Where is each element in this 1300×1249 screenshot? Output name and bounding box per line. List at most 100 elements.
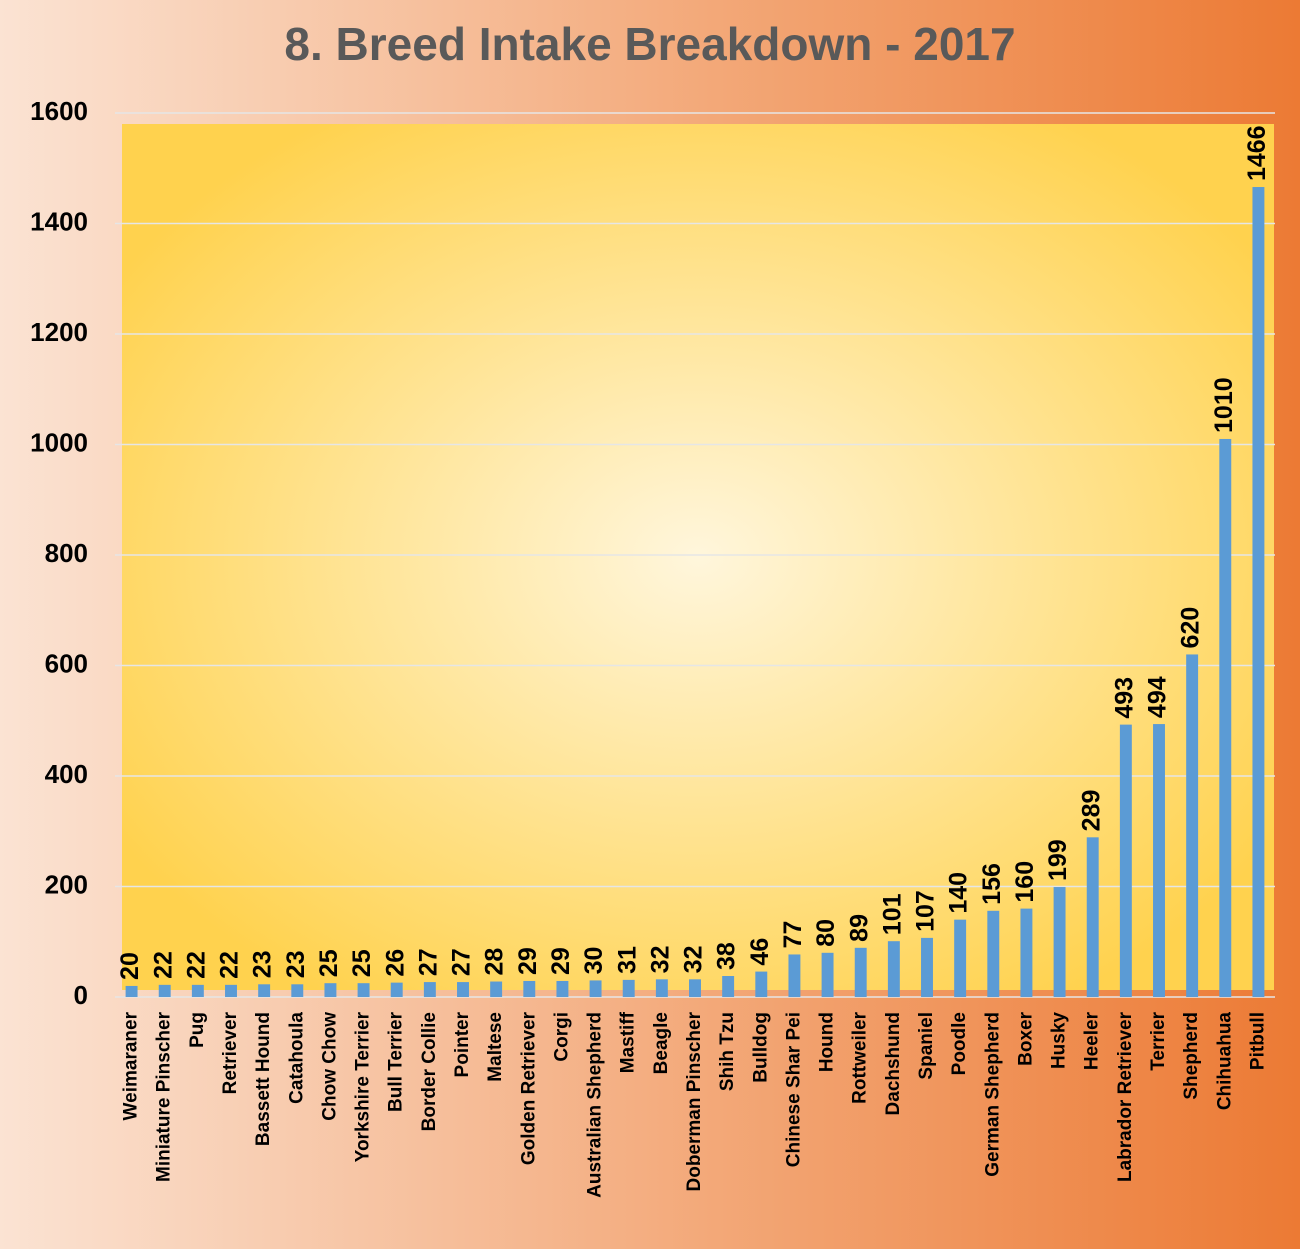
chart-title: 8. Breed Intake Breakdown - 2017 <box>284 18 1015 70</box>
y-tick-label: 600 <box>45 648 88 678</box>
bar <box>887 941 900 997</box>
bar <box>755 971 768 997</box>
data-label: 27 <box>448 948 476 976</box>
bar <box>1219 438 1232 998</box>
x-tick-label: Shepherd <box>1181 1012 1202 1100</box>
data-label: 29 <box>547 947 575 975</box>
x-tick-label: Bull Terrier <box>386 1011 407 1112</box>
x-tick-label: Chinese Shar Pei <box>783 1012 804 1167</box>
data-label: 46 <box>746 938 774 966</box>
bar <box>125 985 138 997</box>
x-tick-label: Heeler <box>1082 1011 1103 1070</box>
y-tick-label: 1200 <box>30 317 88 347</box>
bar <box>158 984 171 997</box>
bar <box>324 983 337 997</box>
data-label: 28 <box>481 948 509 976</box>
bar <box>1119 724 1132 997</box>
x-tick-label: Chihuahua <box>1214 1012 1235 1111</box>
data-label: 32 <box>680 946 708 974</box>
bar <box>291 984 304 997</box>
bar <box>457 982 469 997</box>
data-label: 89 <box>845 914 873 942</box>
bar <box>1086 837 1099 997</box>
bar <box>258 984 271 997</box>
bar <box>225 984 237 997</box>
y-tick-label: 800 <box>45 538 88 568</box>
x-tick-label: Rottweiler <box>850 1011 871 1103</box>
bar <box>1186 654 1199 997</box>
bar <box>357 983 370 997</box>
x-tick-label: Shih Tzu <box>717 1012 738 1091</box>
x-tick-label: Husky <box>1049 1012 1070 1069</box>
data-label: 493 <box>1110 677 1138 719</box>
x-tick-label: Dachshund <box>883 1012 904 1115</box>
x-tick-label: Weimaraner <box>121 1011 142 1120</box>
plot-area <box>122 124 1274 990</box>
x-tick-label: Australian Shepherd <box>585 1012 606 1198</box>
bar <box>523 980 536 997</box>
x-tick-label: Beagle <box>651 1012 672 1074</box>
data-label: 160 <box>1011 861 1039 903</box>
x-tick-label: Golden Retriever <box>518 1011 539 1165</box>
data-label: 289 <box>1077 790 1105 832</box>
data-label: 199 <box>1044 839 1072 881</box>
bar <box>423 982 436 997</box>
x-tick-label: Chow Chow <box>319 1012 340 1121</box>
x-tick-label: Catahoula <box>286 1012 307 1104</box>
data-label: 1010 <box>1210 377 1238 433</box>
x-tick-label: German Shepherd <box>982 1012 1003 1177</box>
x-tick-label: Retriever <box>220 1011 241 1094</box>
bar <box>589 980 602 997</box>
data-label: 1466 <box>1243 125 1271 181</box>
x-tick-label: Poodle <box>949 1012 970 1075</box>
x-tick-label: Hound <box>817 1012 838 1072</box>
data-label: 38 <box>713 942 741 970</box>
data-label: 31 <box>613 946 641 974</box>
x-tick-label: Maltese <box>485 1012 506 1082</box>
x-tick-label: Pug <box>187 1012 208 1048</box>
x-tick-label: Terrier <box>1148 1011 1169 1070</box>
bar <box>1153 724 1165 997</box>
data-label: 22 <box>216 951 244 979</box>
y-tick-label: 400 <box>45 759 88 789</box>
data-label: 156 <box>978 863 1006 905</box>
data-label: 27 <box>414 948 442 976</box>
bar <box>954 919 967 997</box>
data-label: 20 <box>116 952 144 980</box>
data-label: 26 <box>381 949 409 977</box>
bar <box>987 910 1000 997</box>
x-tick-label: Miniature Pinscher <box>154 1011 175 1182</box>
bar <box>622 979 635 997</box>
x-tick-label: Doberman Pinscher <box>684 1011 705 1191</box>
data-label: 140 <box>945 872 973 914</box>
data-label: 32 <box>646 946 674 974</box>
x-tick-label: Bassett Hound <box>253 1012 274 1146</box>
data-label: 29 <box>514 947 542 975</box>
bar <box>390 982 403 997</box>
x-tick-label: Corgi <box>551 1012 572 1062</box>
data-label: 22 <box>149 951 177 979</box>
bar <box>655 979 668 997</box>
data-label: 25 <box>315 949 343 977</box>
bar <box>689 979 701 997</box>
bar <box>821 952 834 997</box>
data-label: 25 <box>348 949 376 977</box>
data-label: 494 <box>1144 676 1172 718</box>
bar <box>191 984 204 997</box>
data-label: 22 <box>182 951 210 979</box>
y-tick-label: 0 <box>74 980 88 1010</box>
bar <box>788 954 801 997</box>
bar <box>1020 908 1033 997</box>
y-tick-label: 1000 <box>30 427 88 457</box>
y-tick-label: 1600 <box>30 96 88 126</box>
x-tick-label: Spaniel <box>916 1012 937 1080</box>
data-label: 23 <box>282 950 310 978</box>
bar <box>490 981 503 997</box>
data-label: 620 <box>1177 607 1205 649</box>
x-tick-label: Pitbull <box>1247 1012 1268 1070</box>
x-tick-label: Boxer <box>1015 1011 1036 1065</box>
data-label: 30 <box>580 947 608 975</box>
bar <box>1252 187 1265 997</box>
x-tick-label: Yorkshire Terrier <box>353 1011 374 1162</box>
